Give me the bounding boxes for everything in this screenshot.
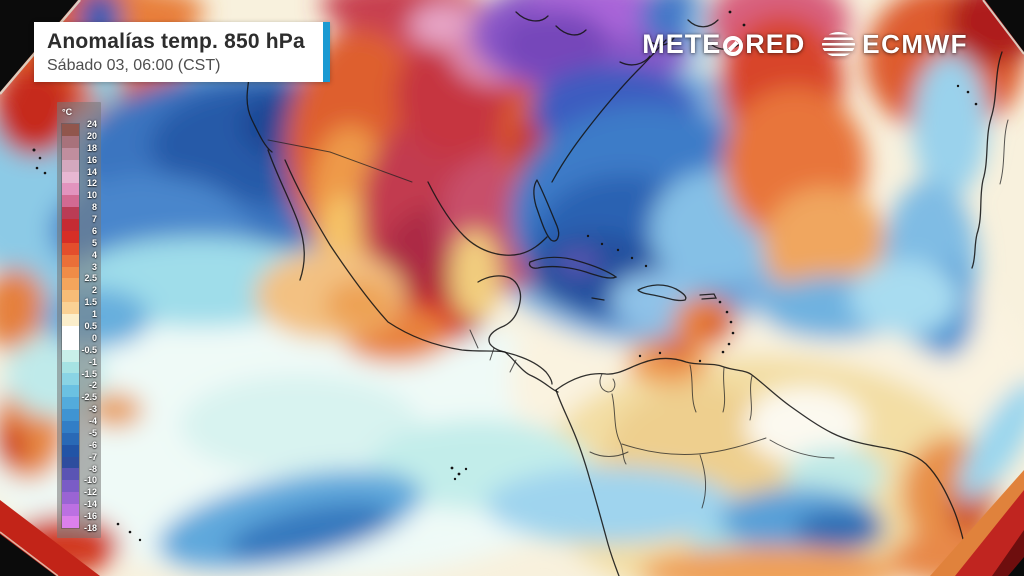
legend-tick-label: 1.5 — [84, 297, 97, 308]
legend-tick-label: -3 — [88, 404, 97, 415]
legend-tick-label: 2 — [91, 285, 97, 296]
legend-tick-label: 0.5 — [84, 321, 97, 331]
legend-tick-label: -5 — [88, 427, 97, 438]
legend-tick-label: 16 — [86, 154, 97, 165]
legend-tick-label: 3 — [91, 261, 97, 272]
legend-color-segment — [62, 515, 79, 528]
ecmwf-logo: ECMWF — [822, 29, 968, 60]
legend-tick-label: -4 — [88, 416, 97, 427]
legend-tick-label: 6 — [91, 225, 97, 236]
legend-color-segment — [62, 195, 79, 208]
legend-tick-label: -2 — [88, 380, 97, 391]
legend-tick-label: 14 — [86, 166, 97, 177]
legend-color-segment — [62, 302, 79, 314]
legend-color-segment — [62, 183, 79, 196]
legend-tick-label: -1.5 — [81, 368, 97, 379]
legend-tick-label: -6 — [88, 439, 97, 450]
legend-color-segment — [62, 147, 79, 160]
legend-tick-label: -12 — [83, 487, 97, 498]
legend-color-segment — [62, 135, 79, 148]
legend-tick-label: 18 — [86, 142, 97, 153]
island-dots — [32, 10, 978, 542]
legend-tick-label: 5 — [91, 237, 97, 248]
legend-tick-label: 10 — [86, 190, 97, 201]
legend-tick-label: 8 — [91, 202, 97, 213]
legend-color-segment — [62, 361, 79, 374]
legend-color-segment — [62, 124, 79, 136]
meteored-logo: METE RED — [642, 29, 805, 60]
legend-tick-label: -14 — [83, 499, 97, 510]
legend-color-segment — [62, 492, 79, 504]
legend-color-segment — [62, 207, 79, 219]
legend-tick-label: 1 — [91, 309, 97, 320]
legend-tick-label: -7 — [88, 451, 97, 462]
legend-color-segment — [62, 373, 79, 386]
legend-tick-labels: 24 20 18 16 14 12 10 8 7 6 5 4 3 2.5 2 1.5 1 0.5 0 -0.5 -1 -1… — [57, 119, 101, 533]
legend-color-segment — [62, 254, 79, 267]
legend-color-bar — [62, 124, 79, 528]
legend-color-segment — [62, 314, 79, 326]
legend-color-segment — [62, 504, 79, 516]
legend-color-segment — [62, 290, 79, 303]
legend-color-segment — [62, 242, 79, 255]
branding: METE RED ECMWF — [642, 29, 968, 60]
legend-tick-label: -0.5 — [81, 344, 97, 355]
legend-color-segment — [62, 266, 79, 279]
legend-color-segment — [62, 230, 79, 243]
legend-color-segment — [62, 420, 79, 433]
legend-color-segment — [62, 159, 79, 172]
legend-tick-label: 2.5 — [84, 273, 97, 284]
meteored-text-suffix: RED — [745, 29, 806, 59]
title-card: Anomalías temp. 850 hPa Sábado 03, 06:00… — [34, 22, 330, 83]
legend-tick-label: 4 — [91, 249, 97, 260]
ecmwf-globe-icon — [822, 32, 856, 57]
legend-tick-label: 0 — [91, 332, 97, 343]
legend-tick-label: -8 — [88, 463, 97, 474]
legend-tick-label: -2.5 — [81, 392, 97, 403]
map-subtitle: Sábado 03, 06:00 (CST) — [47, 57, 221, 75]
map-title: Anomalías temp. 850 hPa — [47, 30, 305, 53]
legend-color-segment — [62, 456, 79, 469]
legend-tick-label: 7 — [91, 214, 97, 225]
legend-tick-label: -1 — [88, 356, 97, 367]
legend-color-segment — [62, 171, 79, 184]
legend-color-segment — [62, 432, 79, 445]
legend-color-segment — [62, 337, 79, 350]
ecmwf-text: ECMWF — [862, 29, 968, 59]
legend-color-segment — [62, 397, 79, 409]
meteored-text-prefix: METE — [642, 29, 722, 59]
legend-color-segment — [62, 219, 79, 231]
temperature-scale-legend: °C 24 20 18 16 14 12 10 8 7 6 5 4 3 2.5 2 1.5 1 0.5 0 -0.5-… — [57, 102, 101, 538]
legend-color-segment — [62, 409, 79, 421]
meteored-o-icon — [723, 35, 744, 56]
legend-tick-label: -18 — [83, 523, 97, 533]
legend-color-segment — [62, 385, 79, 398]
legend-tick-label: -10 — [83, 475, 97, 486]
legend-tick-label: -16 — [83, 511, 97, 522]
legend-color-segment — [62, 325, 79, 338]
legend-tick-label: 24 — [86, 119, 97, 129]
legend-tick-label: 20 — [86, 130, 97, 141]
legend-color-segment — [62, 349, 79, 362]
legend-color-segment — [62, 480, 79, 493]
legend-color-segment — [62, 468, 79, 481]
legend-tick-label: 12 — [86, 178, 97, 189]
country-borders — [267, 119, 1009, 509]
legend-color-segment — [62, 444, 79, 457]
legend-color-segment — [62, 278, 79, 291]
legend-unit-label: °C — [62, 107, 73, 117]
